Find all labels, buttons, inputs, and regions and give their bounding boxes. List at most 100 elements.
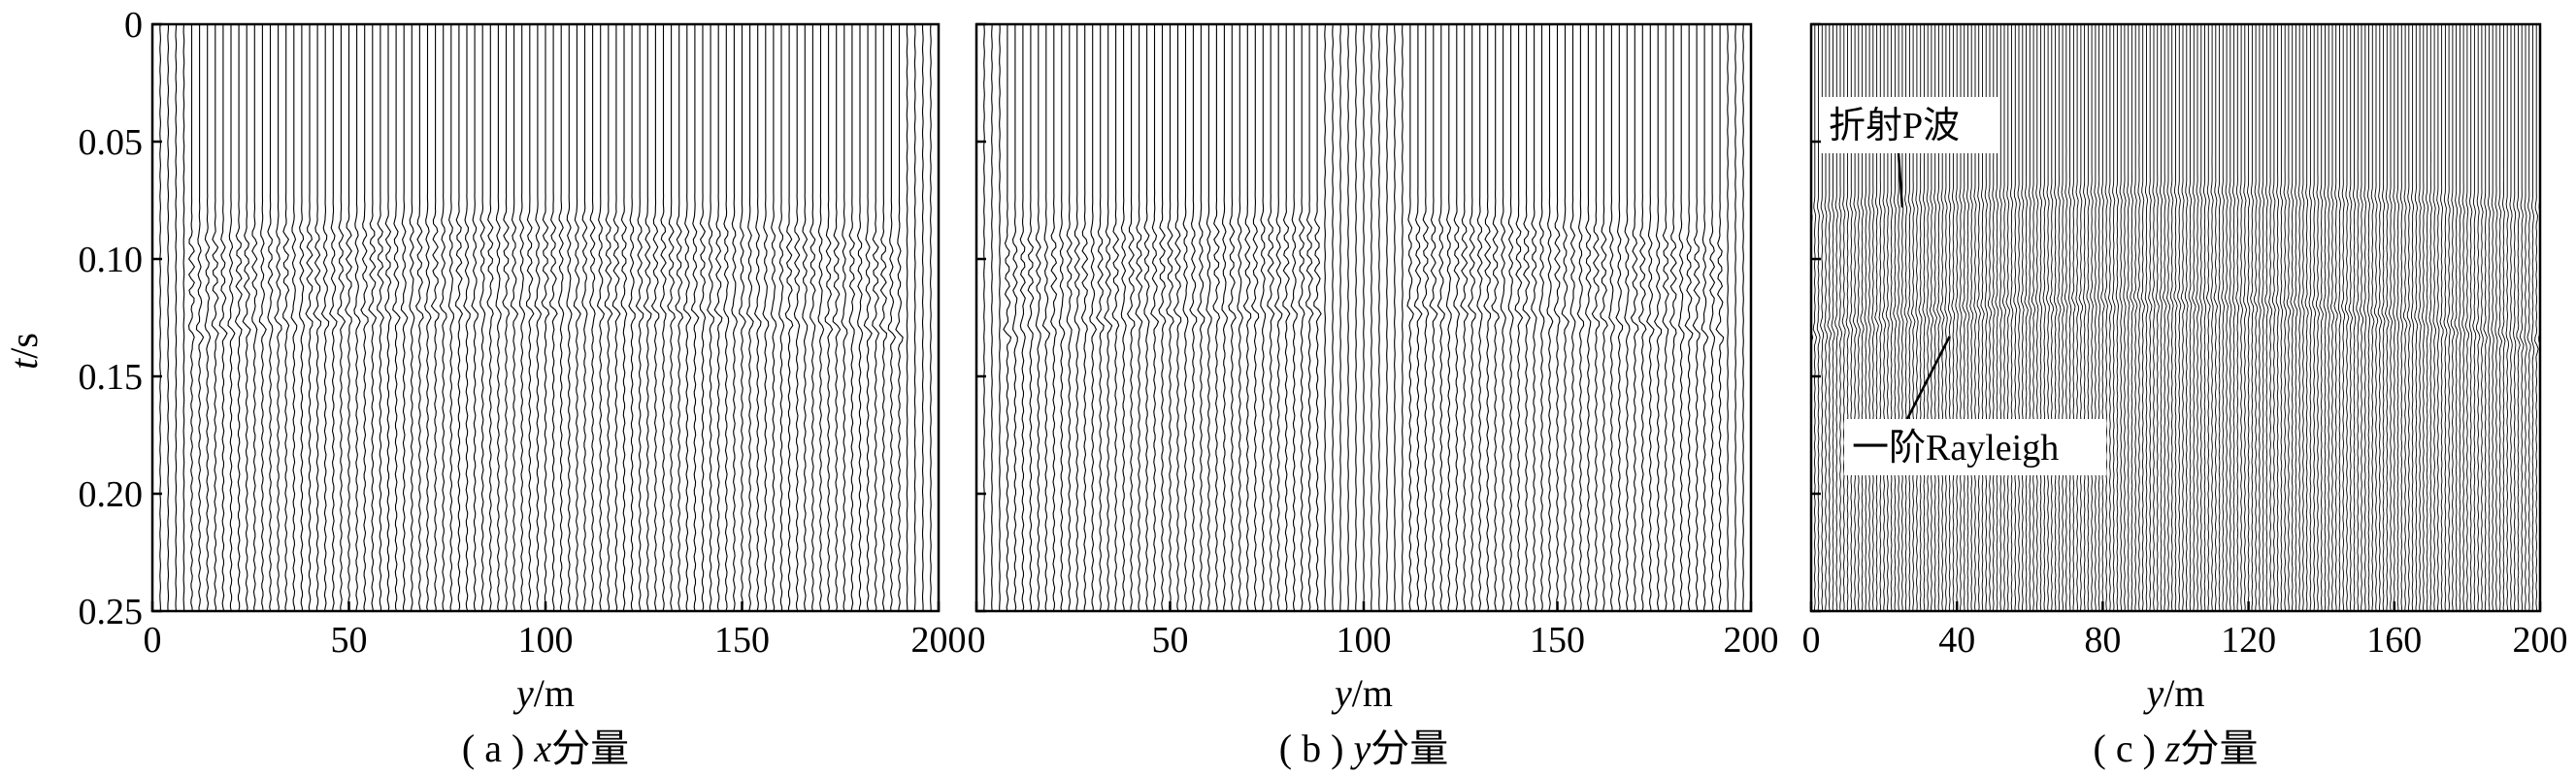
trace <box>227 24 236 611</box>
trace <box>1701 24 1709 611</box>
trace <box>2119 24 2123 611</box>
trace <box>2184 24 2189 611</box>
x-tick-label: 150 <box>714 620 770 661</box>
trace <box>2130 24 2134 611</box>
trace <box>2111 24 2116 611</box>
trace <box>2024 24 2029 611</box>
trace <box>2169 24 2174 611</box>
trace <box>1011 24 1018 611</box>
trace <box>167 24 170 611</box>
x-tick-label: 80 <box>2084 620 2121 661</box>
trace <box>1019 24 1026 611</box>
trace <box>2247 24 2251 611</box>
trace <box>298 24 306 611</box>
trace <box>2038 24 2043 611</box>
x-tick-label: 200 <box>911 620 967 661</box>
trace <box>2447 24 2451 611</box>
trace <box>1476 24 1483 611</box>
trace <box>913 24 916 611</box>
trace <box>1158 24 1167 611</box>
trace <box>175 24 178 611</box>
panel-caption: ( c ) z分量 <box>2094 727 2259 770</box>
trace <box>762 24 770 611</box>
trace <box>1332 24 1334 611</box>
trace <box>573 24 581 611</box>
trace <box>1221 24 1229 611</box>
trace <box>2476 24 2481 611</box>
trace <box>1522 24 1531 611</box>
trace <box>2501 24 2506 611</box>
trace <box>2534 24 2539 611</box>
trace <box>1371 24 1372 611</box>
y-tick-label: 0.05 <box>79 122 144 163</box>
y-tick-label: 0.10 <box>79 240 144 280</box>
trace <box>596 24 606 611</box>
trace <box>518 24 526 611</box>
trace <box>930 24 932 611</box>
annotation: 折射P波 <box>1821 97 1998 208</box>
trace <box>566 24 573 611</box>
trace <box>414 24 424 611</box>
trace <box>1678 24 1685 611</box>
trace <box>495 24 502 611</box>
trace <box>2530 24 2535 611</box>
trace <box>392 24 401 611</box>
y-axis-title: t/s <box>2 333 46 370</box>
trace <box>2083 24 2087 611</box>
trace <box>1290 24 1298 611</box>
trace <box>463 24 471 611</box>
trace <box>2064 24 2068 611</box>
trace <box>2491 24 2494 611</box>
trace <box>1150 24 1160 611</box>
x-tick-label: 200 <box>2513 620 2568 661</box>
trace <box>2283 24 2288 611</box>
trace <box>2013 24 2018 611</box>
trace <box>2468 24 2473 611</box>
trace <box>1205 24 1212 611</box>
y-tick-label: 0 <box>124 5 143 46</box>
trace <box>2071 24 2076 611</box>
trace <box>313 24 322 611</box>
trace <box>2180 24 2186 611</box>
x-tick-label: 200 <box>1724 620 1779 661</box>
trace <box>581 24 588 611</box>
trace <box>182 24 185 611</box>
trace <box>1734 24 1736 611</box>
trace <box>2395 24 2400 611</box>
trace <box>2140 24 2145 611</box>
trace <box>211 24 219 611</box>
annotation-leader <box>1897 152 1904 208</box>
trace <box>1514 24 1524 611</box>
trace <box>1816 24 1821 611</box>
trace <box>2472 24 2477 611</box>
trace <box>2192 24 2196 611</box>
trace <box>2312 24 2317 611</box>
trace <box>2300 24 2305 611</box>
trace <box>2480 24 2484 611</box>
trace <box>1445 24 1452 611</box>
trace <box>360 24 369 611</box>
trace <box>2213 24 2218 611</box>
trace <box>368 24 378 611</box>
trace <box>2297 24 2301 611</box>
trace <box>770 24 777 611</box>
trace <box>2432 24 2436 611</box>
trace <box>2159 24 2163 611</box>
trace <box>1553 24 1561 611</box>
trace <box>895 24 904 611</box>
trace <box>2042 24 2046 611</box>
trace <box>549 24 558 611</box>
trace <box>778 24 785 611</box>
trace <box>1715 24 1725 611</box>
trace <box>1182 24 1189 611</box>
trace <box>2385 24 2390 611</box>
x-tick-label: 0 <box>1802 620 1821 661</box>
trace <box>2061 24 2065 611</box>
trace <box>2034 24 2039 611</box>
x-tick-label: 150 <box>1530 620 1585 661</box>
trace <box>1237 24 1243 611</box>
trace <box>887 24 897 611</box>
trace <box>2443 24 2448 611</box>
trace <box>2428 24 2432 611</box>
